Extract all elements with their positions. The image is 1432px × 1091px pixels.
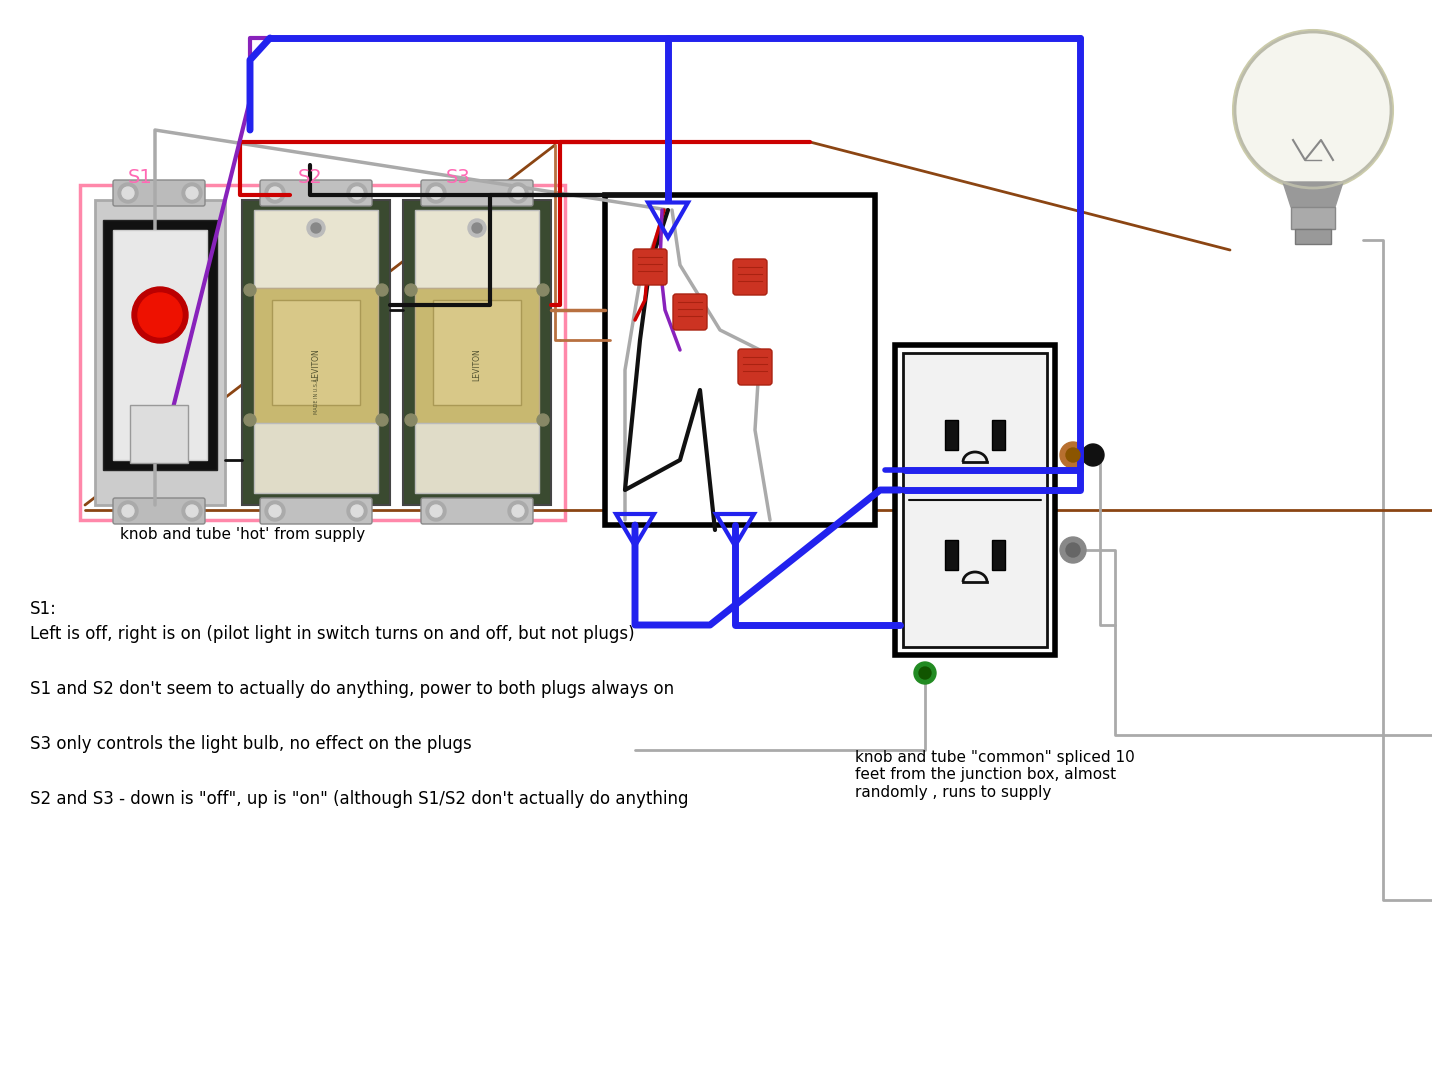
Circle shape [537,413,548,425]
Bar [113,230,208,460]
Circle shape [430,505,442,517]
Circle shape [117,183,137,203]
Circle shape [468,219,485,237]
FancyBboxPatch shape [113,180,205,206]
Circle shape [473,223,483,233]
Circle shape [914,662,937,684]
Circle shape [265,501,285,521]
Circle shape [269,505,281,517]
Circle shape [351,505,362,517]
Circle shape [405,413,417,425]
Text: S3: S3 [445,168,470,187]
FancyBboxPatch shape [633,249,667,285]
Text: LEVITON: LEVITON [312,349,321,382]
Circle shape [347,501,367,521]
FancyBboxPatch shape [261,180,372,206]
Circle shape [508,183,528,203]
Text: S2: S2 [298,168,322,187]
Circle shape [122,505,135,517]
FancyBboxPatch shape [733,259,768,295]
Bar [402,200,551,505]
Circle shape [265,183,285,203]
Circle shape [1083,444,1104,466]
Bar [992,420,1005,449]
Bar [253,209,378,288]
Text: LEVITON: LEVITON [473,349,481,382]
Circle shape [311,223,321,233]
Circle shape [351,187,362,199]
Circle shape [132,287,188,343]
FancyBboxPatch shape [261,497,372,524]
Circle shape [186,187,198,199]
Bar [1295,229,1330,244]
FancyBboxPatch shape [421,180,533,206]
Circle shape [117,501,137,521]
Circle shape [186,505,198,517]
Text: S3 only controls the light bulb, no effect on the plugs: S3 only controls the light bulb, no effe… [30,735,471,753]
Bar [242,200,390,505]
Bar [80,185,566,520]
Circle shape [430,187,442,199]
Bar [253,423,378,493]
Circle shape [425,183,445,203]
Circle shape [377,413,388,425]
Text: S1:: S1: [30,600,57,618]
Bar [945,540,958,570]
Circle shape [537,284,548,296]
Bar [1292,207,1335,229]
FancyBboxPatch shape [421,497,533,524]
Text: S2 and S3 - down is "off", up is "on" (although S1/S2 don't actually do anything: S2 and S3 - down is "off", up is "on" (a… [30,790,689,808]
Bar [895,345,1055,655]
Circle shape [919,667,931,679]
Bar [945,420,958,449]
Circle shape [306,219,325,237]
Bar [253,288,378,423]
Circle shape [513,187,524,199]
Circle shape [347,183,367,203]
Circle shape [1060,442,1085,468]
Circle shape [1233,29,1393,190]
Bar [272,300,359,405]
Circle shape [243,284,256,296]
Text: knob and tube "common" spliced 10
feet from the junction box, almost
randomly , : knob and tube "common" spliced 10 feet f… [855,750,1134,800]
Circle shape [1065,448,1080,461]
Bar [904,353,1047,647]
Bar [415,288,538,423]
Text: knob and tube 'hot' from supply: knob and tube 'hot' from supply [120,527,365,542]
Circle shape [243,413,256,425]
Text: S1: S1 [127,168,152,187]
FancyBboxPatch shape [737,349,772,385]
Bar [95,200,225,505]
Circle shape [269,187,281,199]
Bar [103,220,218,470]
Bar [415,423,538,493]
Bar [992,540,1005,570]
FancyBboxPatch shape [673,293,707,329]
Circle shape [137,293,182,337]
Text: S1 and S2 don't seem to actually do anything, power to both plugs always on: S1 and S2 don't seem to actually do anyt… [30,680,674,698]
Text: Left is off, right is on (pilot light in switch turns on and off, but not plugs): Left is off, right is on (pilot light in… [30,625,634,643]
Circle shape [425,501,445,521]
Circle shape [182,501,202,521]
Circle shape [122,187,135,199]
Circle shape [513,505,524,517]
FancyBboxPatch shape [113,497,205,524]
Circle shape [377,284,388,296]
Polygon shape [1283,182,1343,207]
Circle shape [182,183,202,203]
Text: MADE IN U.S.A.: MADE IN U.S.A. [314,376,318,413]
Bar [130,405,188,463]
Circle shape [1065,543,1080,558]
Bar [415,209,538,288]
Circle shape [405,284,417,296]
Circle shape [508,501,528,521]
Bar [432,300,521,405]
Bar [604,195,875,525]
Circle shape [1060,537,1085,563]
